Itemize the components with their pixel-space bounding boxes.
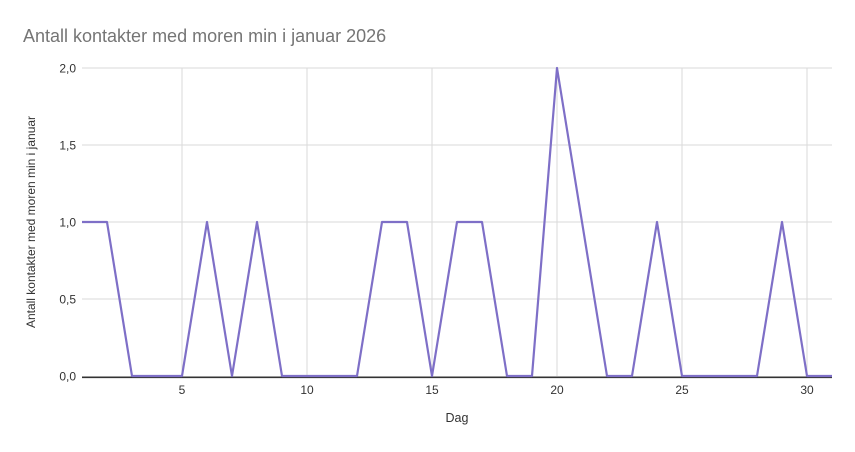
y-tick-label: 1,0 [59, 216, 76, 230]
x-tick-label: 5 [179, 383, 186, 397]
y-tick-label: 0,5 [59, 293, 76, 307]
series-line [82, 66, 832, 378]
y-tick-label: 0,0 [59, 370, 76, 384]
x-tick-label: 15 [425, 383, 439, 397]
x-tick-label: 20 [550, 383, 564, 397]
x-axis-title: Dag [445, 411, 469, 425]
x-tick-label: 10 [300, 383, 314, 397]
chart-title: Antall kontakter med moren min i januar … [23, 26, 387, 46]
x-tick-label: 25 [675, 383, 689, 397]
x-tick-label: 30 [800, 383, 814, 397]
y-tick-label: 1,5 [59, 139, 76, 153]
y-tick-label: 2,0 [59, 62, 76, 76]
